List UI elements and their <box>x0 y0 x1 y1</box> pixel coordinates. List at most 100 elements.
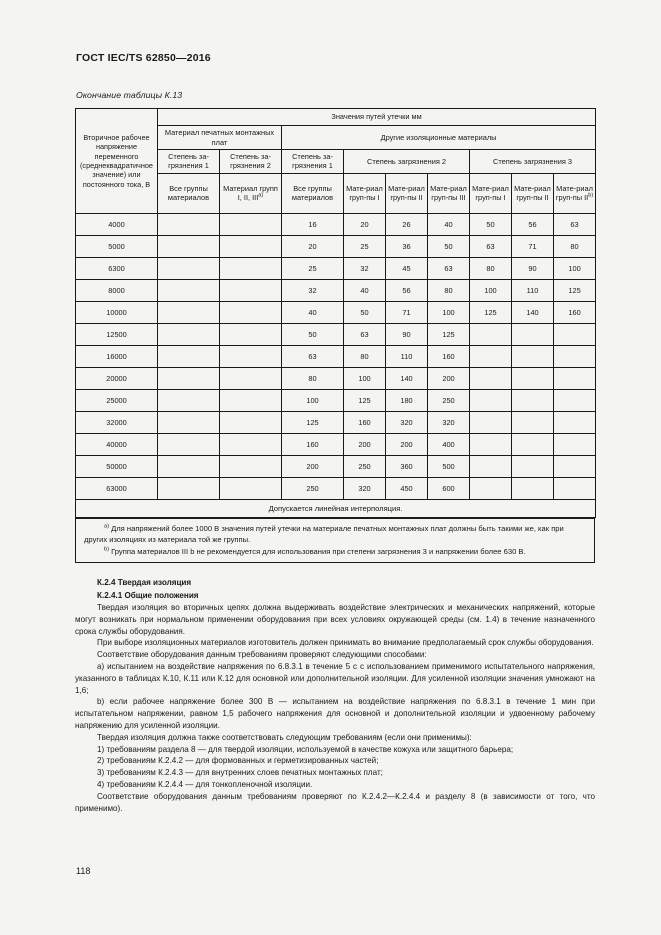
cell-pcb-p2 <box>219 300 282 324</box>
cell-other-p2-g3: 250 <box>427 388 470 412</box>
cell-other-p1: 20 <box>281 234 344 258</box>
cell-other-p2-g2: 140 <box>385 366 428 390</box>
cell-other-p2-g1: 63 <box>343 322 386 346</box>
cell-other-p1: 100 <box>281 388 344 412</box>
cell-other-p3-g2 <box>511 322 554 346</box>
cell-pcb-p1 <box>157 344 220 368</box>
footnote-a: a) Для напряжений более 1000 В значения … <box>84 524 586 546</box>
cell-other-p1: 32 <box>281 278 344 302</box>
header-cell-pollution-3-other: Степень загрязнения 3 <box>468 149 597 174</box>
page-header-title: ГОСТ IEC/TS 62850—2016 <box>76 52 211 64</box>
cell-other-p2-g1: 320 <box>343 476 386 500</box>
table-interpolation-note-row: Допускается линейная интерполяция. <box>74 498 597 518</box>
paragraph-5: Соответствие оборудования данным требова… <box>75 791 595 813</box>
cell-pcb-p1 <box>157 256 220 280</box>
table-row: 32000 125 160 320 320 <box>75 410 597 434</box>
cell-other-p3-g1 <box>469 322 512 346</box>
cell-other-p3-g3: 160 <box>552 300 597 324</box>
cell-pcb-p1 <box>157 454 220 478</box>
table-row: 6300 25 32 45 63 80 90 100 <box>75 256 597 280</box>
header-cell-mat-group-1-p2: Мате-риал груп-пы I <box>343 172 386 214</box>
cell-other-p2-g2: 56 <box>385 278 428 302</box>
cell-other-p2-g3: 40 <box>427 212 470 236</box>
footnote-marker-b: b) <box>588 192 594 199</box>
table-row: 50000 200 250 360 500 <box>75 454 597 478</box>
heading-k-2-4-1: К.2.4.1 Общие положения <box>97 591 199 601</box>
table-row: 8000 32 40 56 80 100 110 125 <box>75 278 597 302</box>
table-header: Вторичное рабочее напряжение переменного… <box>75 108 597 214</box>
cell-other-p2-g2: 110 <box>385 344 428 368</box>
material-groups-text: Материал групп I, II, III <box>223 183 278 203</box>
header-cell-mat-group-3-p2: Мате-риал груп-пы III <box>427 172 470 214</box>
table-row: 40000 160 200 200 400 <box>75 432 597 456</box>
cell-other-p3-g1: 80 <box>469 256 512 280</box>
paragraph-2: При выборе изоляционных материалов изгот… <box>97 638 594 648</box>
paragraph-4: Твердая изоляция должна также соответств… <box>97 732 472 742</box>
cell-pcb-p2 <box>219 366 282 390</box>
list-item-4: 4) требованиям К.2.4.4 — для тонкопленоч… <box>97 780 313 790</box>
cell-pcb-p2 <box>219 278 282 302</box>
cell-other-p2-g2: 200 <box>385 432 428 456</box>
cell-other-p3-g1: 63 <box>469 234 512 258</box>
table-body: 4000 16 20 26 40 50 56 63 5000 20 25 36 50 63 71 80 6300… <box>74 212 597 518</box>
cell-other-p3-g2 <box>511 410 554 434</box>
header-cell-pollution-1-pcb: Степень за-грязнения 1 <box>157 149 220 174</box>
table-row: 20000 80 100 140 200 <box>75 366 597 390</box>
cell-voltage: 5000 <box>75 234 158 258</box>
cell-other-p3-g3 <box>552 410 597 434</box>
cell-voltage: 12500 <box>75 322 158 346</box>
cell-other-p2-g1: 125 <box>343 388 386 412</box>
cell-other-p2-g2: 320 <box>385 410 428 434</box>
list-item-3: 3) требованиям К.2.4.3 — для внутренних … <box>97 768 383 778</box>
cell-other-p1: 250 <box>281 476 344 500</box>
cell-other-p3-g3: 125 <box>552 278 597 302</box>
header-cell-mat-group-3-p3: Мате-риал груп-пы IIb) <box>552 172 597 214</box>
cell-other-p2-g1: 20 <box>343 212 386 236</box>
header-row-groups: Материал печатных монтажных плат Другие … <box>76 125 597 150</box>
cell-pcb-p2 <box>219 256 282 280</box>
cell-other-p2-g1: 32 <box>343 256 386 280</box>
cell-other-p3-g2 <box>511 432 554 456</box>
header-row-pollution-degree: Степень за-грязнения 1 Степень за-грязне… <box>76 149 597 174</box>
cell-other-p3-g3: 100 <box>552 256 597 280</box>
cell-other-p3-g3: 80 <box>552 234 597 258</box>
cell-other-p2-g1: 200 <box>343 432 386 456</box>
footnote-b-text: Группа материалов III b не рекомендуется… <box>111 546 526 556</box>
header-cell-material-groups-pcb: Материал групп I, II, IIIa) <box>219 172 282 214</box>
cell-pcb-p2 <box>219 212 282 236</box>
cell-other-p3-g1 <box>469 432 512 456</box>
paragraph-3: Соответствие оборудования данным требова… <box>97 650 427 660</box>
list-item-1: 1) требованиям раздела 8 — для твердой и… <box>97 744 514 754</box>
heading-k-2-4: К.2.4 Твердая изоляция <box>97 578 192 588</box>
cell-other-p2-g3: 320 <box>427 410 470 434</box>
cell-other-p1: 200 <box>281 454 344 478</box>
cell-other-p2-g3: 80 <box>427 278 470 302</box>
cell-other-p3-g2 <box>511 454 554 478</box>
header-cell-pollution-2-pcb: Степень за-грязнения 2 <box>219 149 282 174</box>
list-item-b: b) если рабочее напряжение более 300 В —… <box>75 697 595 731</box>
footnote-b: b) Группа материалов III b не рекомендуе… <box>84 546 586 558</box>
table-row: 12500 50 63 90 125 <box>75 322 597 346</box>
cell-pcb-p1 <box>157 322 220 346</box>
table-caption: Окончание таблицы К.13 <box>76 90 183 100</box>
cell-pcb-p2 <box>219 410 282 434</box>
cell-other-p2-g1: 25 <box>343 234 386 258</box>
cell-other-p3-g1 <box>469 366 512 390</box>
cell-other-p1: 16 <box>281 212 344 236</box>
cell-other-p1: 25 <box>281 256 344 280</box>
cell-pcb-p2 <box>219 388 282 412</box>
cell-other-p2-g3: 500 <box>427 454 470 478</box>
cell-other-p2-g2: 360 <box>385 454 428 478</box>
cell-other-p2-g1: 100 <box>343 366 386 390</box>
cell-other-p3-g2: 110 <box>511 278 554 302</box>
cell-other-p1: 63 <box>281 344 344 368</box>
cell-pcb-p1 <box>157 366 220 390</box>
cell-other-p3-g3: 63 <box>552 212 597 236</box>
header-cell-mat-group-2-p3: Мате-риал груп-пы II <box>511 172 554 214</box>
cell-other-p1: 50 <box>281 322 344 346</box>
cell-pcb-p2 <box>219 322 282 346</box>
cell-voltage: 20000 <box>75 366 158 390</box>
interpolation-note: Допускается линейная интерполяция. <box>74 498 597 518</box>
cell-other-p3-g1 <box>469 476 512 500</box>
